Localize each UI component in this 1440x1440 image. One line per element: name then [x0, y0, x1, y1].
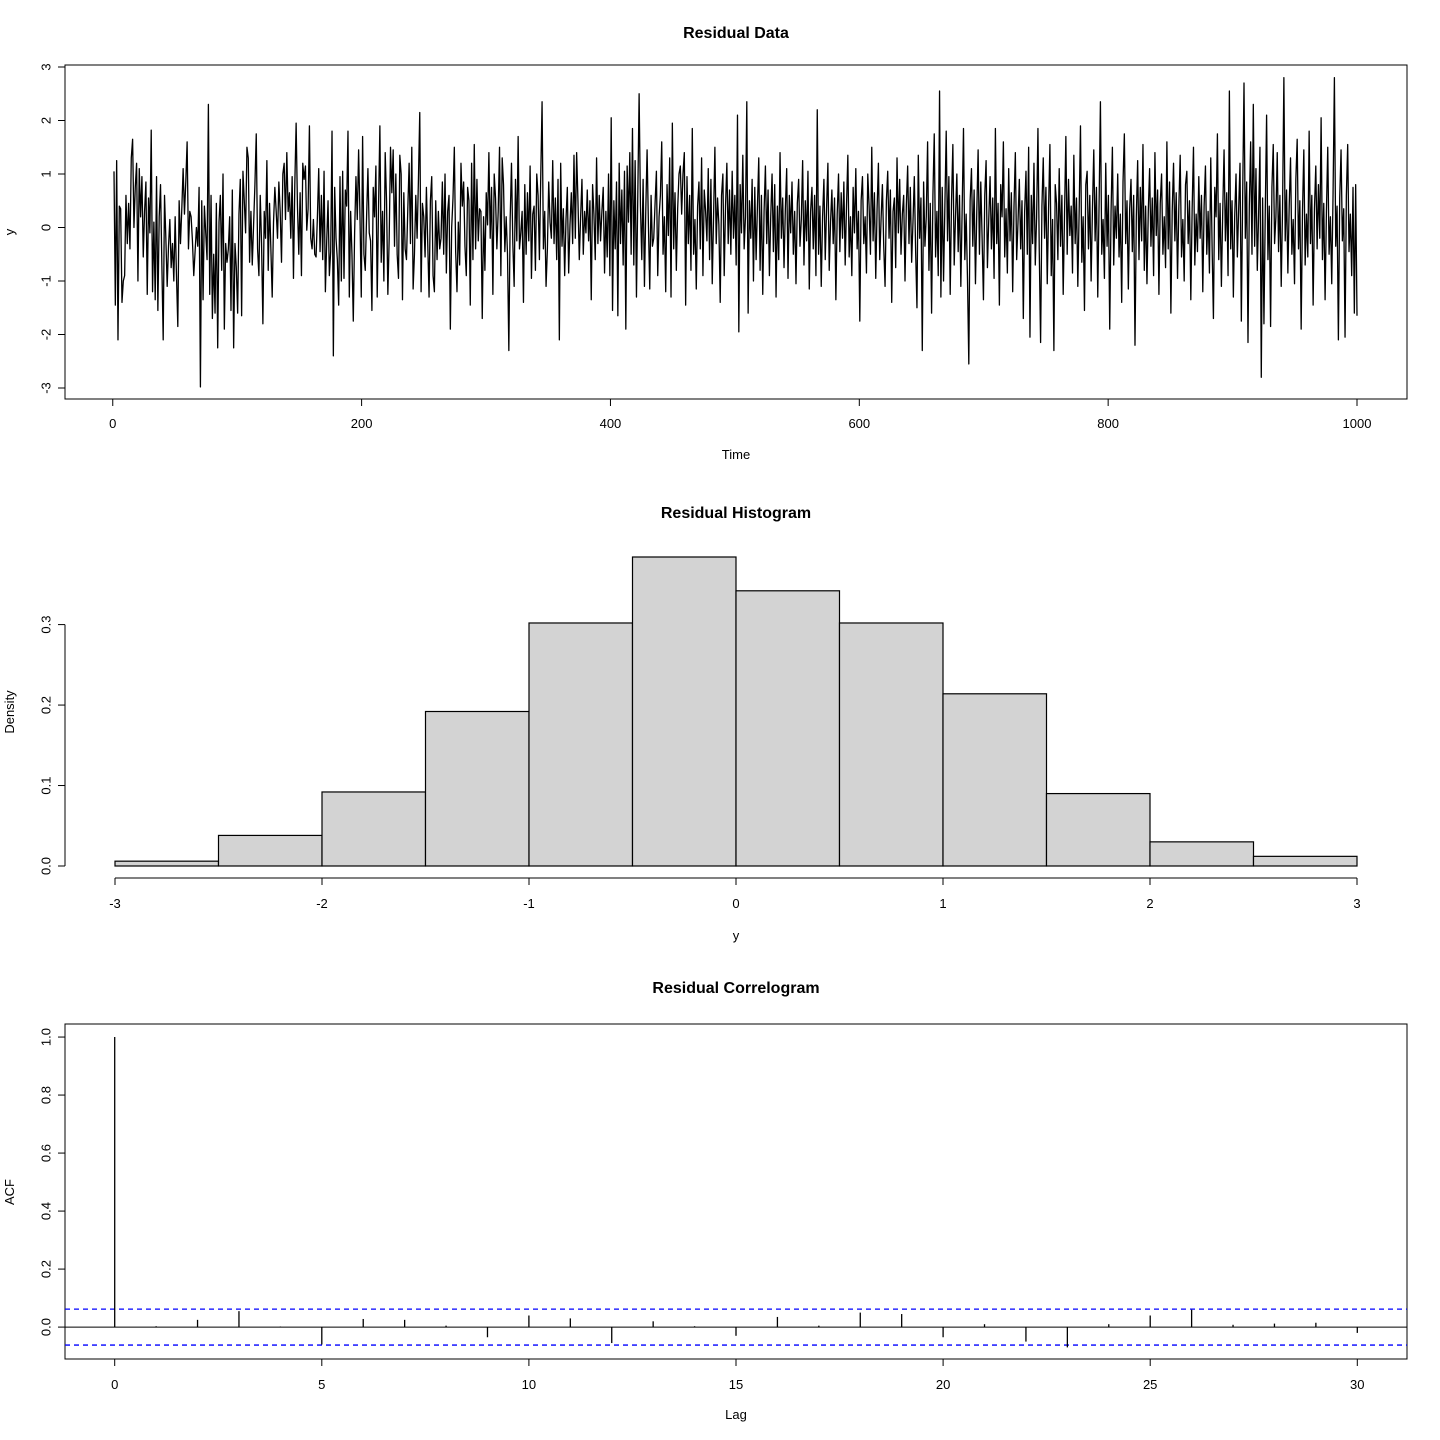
histogram-bar — [528, 622, 634, 867]
x-axis: 0 5 10 15 20 25 30 — [111, 1359, 1365, 1392]
x-tick-label: -1 — [523, 896, 535, 911]
x-axis: 0 200 400 600 800 1000 — [109, 399, 1371, 431]
y-tick-label: 3 — [38, 63, 53, 70]
x-tick-label: 0 — [111, 1377, 118, 1392]
x-tick-label: 600 — [848, 416, 870, 431]
histogram-bars — [114, 556, 1358, 867]
y-tick-label: 0.4 — [38, 1202, 53, 1220]
histogram-bar — [217, 834, 323, 867]
y-tick-label: 0.2 — [38, 696, 53, 714]
y-axis: 0.0 0.2 0.4 0.6 0.8 1.0 — [38, 1028, 65, 1336]
x-tick-label: 15 — [729, 1377, 743, 1392]
x-tick-label: 2 — [1146, 896, 1153, 911]
x-tick-label: 25 — [1143, 1377, 1157, 1392]
y-tick-label: -3 — [38, 382, 53, 394]
chart-title: Residual Data — [683, 25, 789, 42]
y-tick-label: 1.0 — [38, 1028, 53, 1046]
y-tick-label: 0.0 — [38, 1318, 53, 1336]
chart-title: Residual Histogram — [661, 505, 811, 522]
residual-correlogram-panel: Residual Correlogram 0 5 10 15 20 25 30 0.0 0.2… — [2, 980, 1408, 1422]
x-tick-label: 3 — [1353, 896, 1360, 911]
x-tick-label: 1 — [939, 896, 946, 911]
y-axis-label: y — [2, 228, 17, 235]
histogram-bar — [1149, 841, 1255, 867]
confidence-bands — [65, 1308, 1407, 1346]
x-axis-label: Lag — [725, 1407, 747, 1422]
y-tick-label: 0.8 — [38, 1086, 53, 1104]
histogram-bar — [942, 693, 1048, 867]
y-tick-label: 2 — [38, 117, 53, 124]
residual-data-panel: Residual Data 0 200 400 600 800 1000 -3 -2 -1 0 1… — [2, 25, 1408, 462]
x-tick-label: 30 — [1350, 1377, 1364, 1392]
x-tick-label: -2 — [316, 896, 328, 911]
x-tick-label: 800 — [1097, 416, 1119, 431]
series-path — [113, 77, 1358, 388]
x-tick-label: 400 — [600, 416, 622, 431]
x-tick-label: 1000 — [1343, 416, 1372, 431]
x-tick-label: -3 — [109, 896, 121, 911]
acf-spikes — [114, 1037, 1358, 1348]
x-tick-label: 200 — [351, 416, 373, 431]
histogram-bar — [424, 710, 530, 867]
x-tick-label: 0 — [109, 416, 116, 431]
y-tick-label: 0.1 — [38, 776, 53, 794]
y-tick-label: -2 — [38, 329, 53, 341]
y-tick-label: 0.3 — [38, 616, 53, 634]
residual-histogram-panel: Residual Histogram -3 -2 -1 0 1 2 3 0.00.10.20… — [2, 505, 1361, 943]
histogram-bar — [838, 622, 944, 867]
histogram-bar — [321, 791, 427, 867]
x-axis-label: Time — [722, 447, 750, 462]
y-tick-label: -1 — [38, 275, 53, 287]
histogram-bar — [1252, 855, 1358, 867]
y-tick-label: 0 — [38, 224, 53, 231]
y-tick-label: 0.6 — [38, 1144, 53, 1162]
y-tick-label: 1 — [38, 170, 53, 177]
plot-frame — [64, 64, 1408, 400]
x-axis-label: y — [733, 928, 740, 943]
series-line — [113, 77, 1358, 388]
x-tick-label: 0 — [732, 896, 739, 911]
y-axis: -3 -2 -1 0 1 2 3 — [38, 63, 65, 394]
y-axis: 0.0 0.1 0.2 0.3 — [38, 616, 66, 875]
y-tick-label: 0.2 — [38, 1260, 53, 1278]
x-axis: -3 -2 -1 0 1 2 3 — [109, 877, 1361, 911]
y-axis-label: Density — [2, 690, 17, 734]
histogram-bar — [114, 860, 220, 867]
y-tick-label: 0.0 — [38, 857, 53, 875]
x-tick-label: 5 — [318, 1377, 325, 1392]
chart-title: Residual Correlogram — [652, 980, 819, 997]
histogram-bar — [1045, 792, 1151, 867]
histogram-bar — [631, 556, 737, 867]
x-tick-label: 20 — [936, 1377, 950, 1392]
y-axis-label: ACF — [2, 1179, 17, 1205]
x-tick-label: 10 — [522, 1377, 536, 1392]
histogram-bar — [735, 590, 841, 867]
